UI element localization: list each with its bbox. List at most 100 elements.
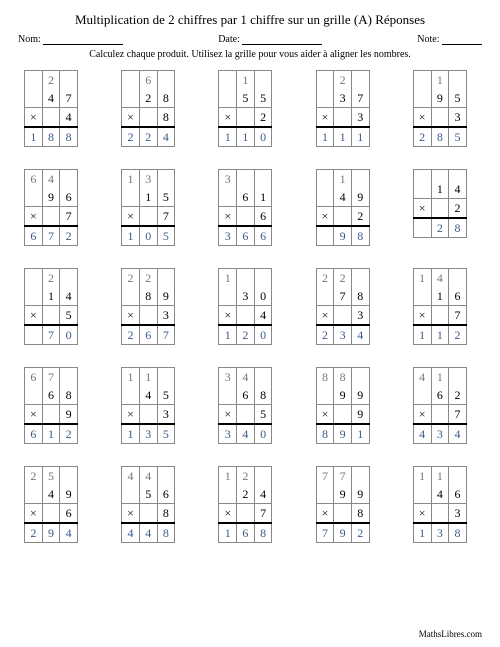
problem: 6496×7672 — [24, 169, 78, 246]
multiplicand-digit: 5 — [237, 89, 255, 108]
answer-digit: 7 — [42, 226, 60, 246]
answer-digit: 1 — [219, 523, 237, 543]
multiplier-digit: 2 — [254, 108, 272, 128]
problem: 237×3111 — [316, 70, 370, 147]
problem: 1315×7105 — [121, 169, 175, 246]
multiplicand-digit: 5 — [254, 89, 272, 108]
problem-grid: 2289×3267 — [121, 268, 175, 345]
date-field: Date: — [218, 34, 322, 45]
multiplier-digit: 2 — [449, 199, 467, 219]
answer-digit: 6 — [25, 226, 43, 246]
multiplier-digit — [334, 405, 352, 425]
problems-grid: 247×4188628×8224155×2110237×3111195×3285… — [18, 70, 482, 543]
carry-digit — [351, 71, 369, 90]
problem-grid: 3468×5340 — [218, 367, 272, 444]
answer-digit: 0 — [254, 424, 272, 444]
worksheet-page: Multiplication de 2 chiffres par 1 chiff… — [0, 0, 500, 647]
answer-digit: 2 — [122, 325, 140, 345]
carry-digit — [413, 170, 431, 181]
carry-digit — [157, 269, 175, 288]
problem-grid: 149×298 — [316, 169, 370, 246]
times-sign: × — [122, 405, 140, 425]
multiplier-digit — [42, 405, 60, 425]
answer-digit: 2 — [316, 325, 334, 345]
multiplicand-digit — [122, 89, 140, 108]
carry-digit: 7 — [316, 467, 334, 486]
carry-digit — [60, 368, 78, 387]
multiplicand-digit: 8 — [60, 386, 78, 405]
carry-digit: 1 — [219, 269, 237, 288]
problem-grid: 1145×3135 — [121, 367, 175, 444]
answer-digit: 0 — [139, 226, 157, 246]
carry-digit: 1 — [122, 368, 140, 387]
carry-digit: 2 — [42, 71, 60, 90]
carry-digit — [254, 170, 272, 189]
times-sign: × — [25, 108, 43, 128]
answer-digit: 8 — [351, 226, 369, 246]
carry-digit — [157, 71, 175, 90]
answer-digit: 4 — [139, 523, 157, 543]
multiplicand-digit — [219, 485, 237, 504]
carry-digit — [60, 269, 78, 288]
answer-digit: 7 — [157, 325, 175, 345]
carry-digit: 1 — [139, 368, 157, 387]
carry-digit: 6 — [25, 368, 43, 387]
multiplicand-digit: 9 — [431, 89, 449, 108]
meta-row: Nom: Date: Note: — [18, 34, 482, 45]
carry-digit: 7 — [42, 368, 60, 387]
multiplicand-digit — [122, 485, 140, 504]
multiplier-digit: 8 — [351, 504, 369, 524]
carry-digit: 1 — [431, 71, 449, 90]
multiplicand-digit: 4 — [139, 386, 157, 405]
problem-grid: 247×4188 — [24, 70, 78, 147]
carry-digit: 6 — [25, 170, 43, 189]
answer-digit: 1 — [42, 424, 60, 444]
multiplier-digit — [42, 504, 60, 524]
answer-digit: 6 — [139, 325, 157, 345]
problem-grid: 155×2110 — [218, 70, 272, 147]
multiplicand-digit: 2 — [237, 485, 255, 504]
problem: 4456×8448 — [121, 466, 175, 543]
problem-grid: 4456×8448 — [121, 466, 175, 543]
problem-grid: 4162×7434 — [413, 367, 467, 444]
times-sign: × — [122, 207, 140, 227]
carry-digit — [351, 269, 369, 288]
carry-digit — [25, 71, 43, 90]
answer-digit: 1 — [219, 127, 237, 147]
multiplier-digit — [139, 405, 157, 425]
carry-digit: 3 — [219, 170, 237, 189]
multiplier-digit: 4 — [60, 108, 78, 128]
carry-digit: 1 — [413, 269, 431, 288]
answer-digit: 1 — [413, 325, 431, 345]
multiplicand-digit — [413, 89, 431, 108]
carry-digit — [351, 368, 369, 387]
problem-grid: 14×228 — [413, 169, 467, 238]
multiplicand-digit — [316, 188, 334, 207]
answer-digit: 0 — [254, 325, 272, 345]
answer-digit: 2 — [351, 523, 369, 543]
answer-digit: 1 — [25, 127, 43, 147]
answer-digit: 4 — [60, 523, 78, 543]
problem: 149×298 — [316, 169, 370, 246]
multiplicand-digit: 5 — [157, 188, 175, 207]
carry-digit: 2 — [316, 269, 334, 288]
multiplicand-digit: 5 — [157, 386, 175, 405]
multiplicand-digit: 5 — [449, 89, 467, 108]
multiplier-digit: 2 — [351, 207, 369, 227]
multiplier-digit — [139, 207, 157, 227]
times-sign: × — [25, 306, 43, 326]
carry-digit: 2 — [334, 71, 352, 90]
answer-digit: 7 — [316, 523, 334, 543]
multiplier-digit — [431, 306, 449, 326]
page-title: Multiplication de 2 chiffres par 1 chiff… — [18, 12, 482, 28]
multiplicand-digit — [413, 180, 431, 199]
times-sign: × — [25, 405, 43, 425]
answer-digit: 1 — [219, 325, 237, 345]
multiplier-digit — [334, 108, 352, 128]
problem: 3468×5340 — [218, 367, 272, 444]
multiplicand-digit: 6 — [60, 188, 78, 207]
carry-digit — [449, 71, 467, 90]
answer-digit: 8 — [60, 127, 78, 147]
answer-digit: 1 — [431, 325, 449, 345]
answer-digit: 6 — [25, 424, 43, 444]
